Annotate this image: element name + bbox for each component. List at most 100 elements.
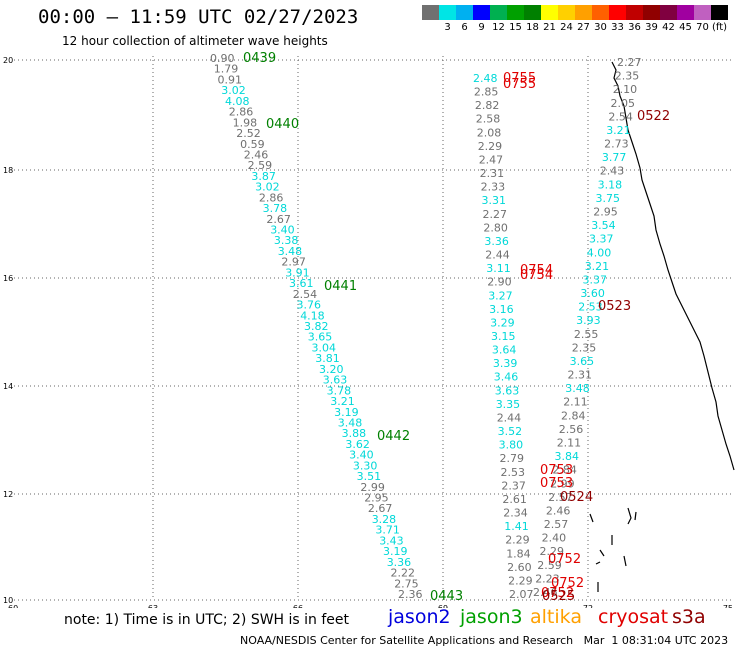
swh-value: 3.84 [555,450,580,463]
swh-value: 3.18 [598,178,623,191]
swh-value: 3.40 [270,224,295,237]
latitude-tick-label: 14 [3,382,13,391]
pass-time-label: 0443 [430,589,463,604]
swh-value: 3.75 [596,192,621,205]
swh-value: 2.59 [248,159,273,172]
swh-value: 3.11 [486,262,511,275]
latitude-tick-label: 16 [3,274,13,283]
swh-value: 3.21 [585,260,610,273]
latitude-tick-label: 12 [3,490,13,499]
swh-value: 2.37 [501,479,526,492]
swh-value: 2.84 [561,409,586,422]
colorbar-label: 9 [478,22,485,33]
swh-value: 3.52 [498,425,522,438]
swh-value: 2.35 [615,70,640,83]
swh-value: 2.34 [503,507,528,520]
coastline [611,61,735,471]
swh-value: 3.16 [489,303,513,316]
colorbar-cell [558,5,575,20]
swh-value: 3.27 [488,289,513,302]
swh-value: 2.54 [608,110,633,123]
colorbar-label: 70 [696,22,709,33]
colorbar-label: 21 [543,22,556,33]
swh-value: 2.95 [593,206,618,219]
pass-time-label: 0753 [540,463,573,478]
pass-time-label: 0523 [598,299,631,314]
swh-value: 3.71 [375,524,400,537]
colorbar-cell [711,5,728,20]
swh-value: 2.86 [259,191,284,204]
pass-time-label: 0752 [541,586,574,601]
swh-value: 2.10 [613,83,638,96]
swh-value: 3.29 [490,316,514,329]
swh-value: 1.41 [504,520,529,533]
swh-value: 3.35 [496,398,521,411]
colorbar-cell [609,5,626,20]
swh-value: 3.48 [338,417,363,430]
swh-value: 2.44 [497,412,522,425]
swh-value: 3.28 [372,513,397,526]
swh-value: 3.21 [330,395,355,408]
swh-value: 2.82 [475,99,500,112]
swh-value: 3.60 [580,287,605,300]
swh-value: 2.59 [537,559,562,572]
colorbar-label: 30 [594,22,607,33]
colorbar-cell [643,5,660,20]
legend-jason3: jason3 [460,606,523,628]
swh-value: 2.95 [364,492,389,505]
colorbar-label: 36 [628,22,641,33]
swh-value: 1.98 [233,116,258,129]
swh-value: 2.43 [600,165,625,178]
map-title: 00:00 – 11:59 UTC 02/27/2023 [38,6,359,28]
swh-value: 0.59 [240,138,265,151]
swh-value: 3.77 [602,151,627,164]
swh-value: 2.57 [548,491,573,504]
swh-value: 2.57 [544,518,569,531]
swh-value: 3.78 [327,384,352,397]
colorbar-cell [660,5,677,20]
swh-value: 3.39 [493,357,518,370]
swh-value: 1.84 [506,547,531,560]
swh-value: 3.36 [387,556,412,569]
swh-value: 2.97 [281,256,306,269]
swh-value: 3.62 [345,438,370,451]
islands [589,507,637,592]
colorbar-cell [456,5,473,20]
swh-value: 2.80 [483,221,508,234]
swh-value: 3.87 [251,170,276,183]
swh-value: 3.21 [606,124,631,137]
swh-value: 3.91 [285,266,310,279]
swh-value: 2.90 [487,276,512,289]
swh-value: 3.48 [565,382,590,395]
colorbar-label: 18 [526,22,539,33]
colorbar-label: 6 [461,22,468,33]
swh-value: 4.00 [587,246,612,259]
swh-value: 2.46 [533,586,558,599]
swh-value: 3.48 [278,245,303,258]
swh-value: 3.30 [353,459,378,472]
map-subtitle: 12 hour collection of altimeter wave hei… [62,34,328,48]
swh-value: 2.35 [572,341,597,354]
swh-value: 3.76 [297,299,322,312]
swh-value: 2.05 [611,97,636,110]
swh-value: 2.11 [563,396,588,409]
latitude-tick-label: 10 [3,596,13,605]
footer-note: note: 1) Time is in UTC; 2) SWH is in fe… [64,612,350,628]
legend-cryosat: cryosat [598,606,669,628]
colorbar-label: 33 [611,22,624,33]
swh-value: 3.31 [482,194,507,207]
swh-value: 3.37 [589,233,614,246]
altimeter-map: 606366697275201816141210 0.901.790.913.0… [3,51,735,608]
swh-value: 3.64 [492,344,517,357]
credit-line: NOAA/NESDIS Center for Satellite Applica… [240,634,729,647]
swh-value: 2.99 [550,477,575,490]
swh-value: 3.38 [274,234,299,247]
pass-time-label: 0442 [377,429,410,444]
swh-value: 2.07 [509,588,534,601]
colorbar-cell [507,5,524,20]
swh-value: 2.33 [481,181,506,194]
colorbar-label: 12 [492,22,505,33]
swh-value: 2.36 [398,588,423,601]
colorbar-label: 42 [662,22,675,33]
colorbar-cell [473,5,490,20]
